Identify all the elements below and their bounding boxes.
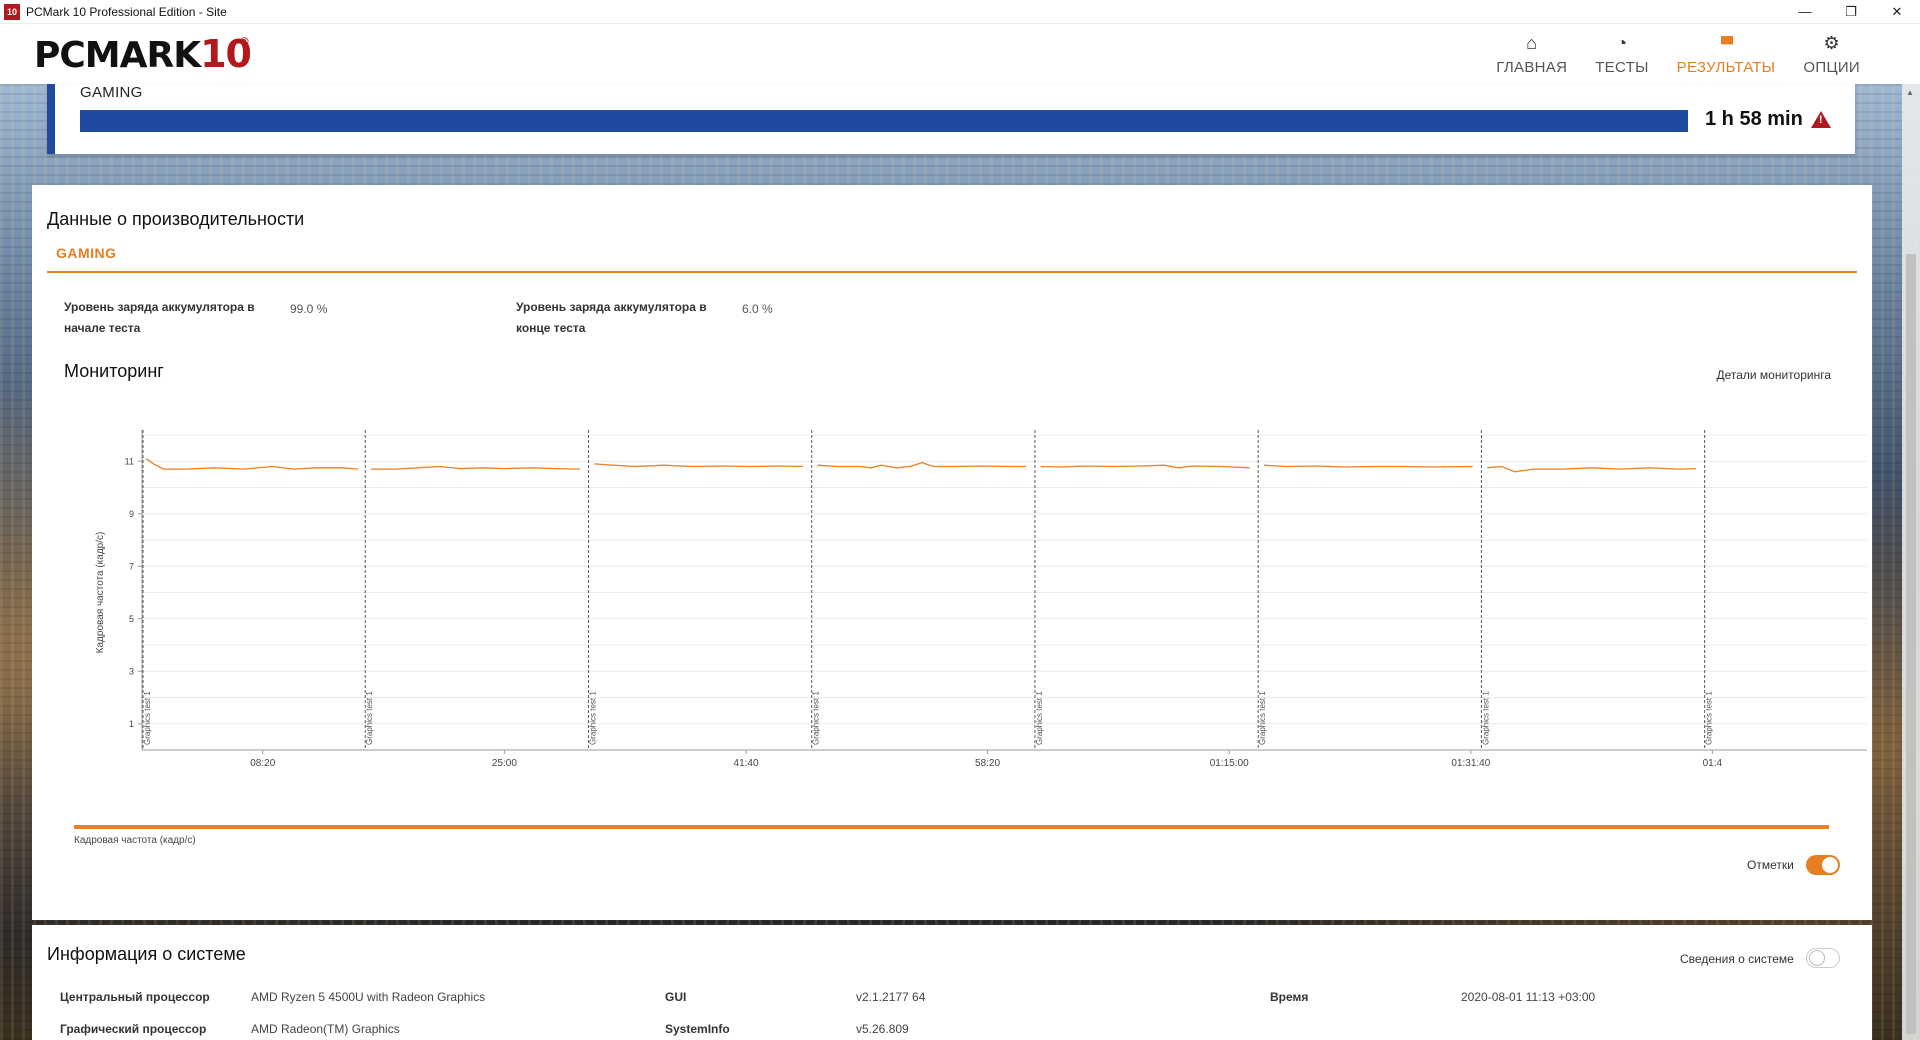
battery-start-label: Уровень заряда аккумулятора в начале тес…	[64, 300, 255, 335]
gaming-score-card: GAMING 1 h 58 min	[47, 84, 1855, 154]
system-details-toggle-label: Сведения о системе	[1680, 952, 1794, 966]
page-scrollbar[interactable]: ▲	[1902, 84, 1920, 1040]
chart-y-tick-label: 5	[129, 614, 134, 624]
pcmark-logo: PCMARK 10 ®	[34, 32, 252, 76]
nav-tests[interactable]: ◔ ТЕСТЫ	[1581, 24, 1662, 84]
performance-panel: Данные о производительности GAMING Урове…	[32, 185, 1872, 920]
chart-segment-marker-label: Graphics test 1	[365, 691, 374, 745]
chart-x-tick-label: 08:20	[250, 758, 275, 769]
chart-series-line	[817, 461, 1027, 469]
legend-series-line[interactable]	[74, 825, 1829, 829]
chart-y-tick-label: 3	[129, 666, 134, 676]
gear-icon: ⚙	[1823, 32, 1840, 53]
chart-x-tick-label: 41:40	[734, 758, 759, 769]
gaming-score-value: 1 h 58 min	[1705, 108, 1803, 130]
warning-icon[interactable]	[1810, 111, 1831, 128]
systeminfo-value: v5.26.809	[856, 1022, 909, 1036]
nav-options-label: ОПЦИИ	[1803, 58, 1860, 76]
time-label: Время	[1270, 990, 1309, 1004]
tab-underline	[47, 271, 1857, 273]
nav-results[interactable]: ▮▮▮ РЕЗУЛЬТАТЫ	[1663, 24, 1790, 84]
chart-y-axis-label: Кадровая частота (кадр/с)	[95, 532, 106, 654]
marks-toggle-label: Отметки	[1747, 858, 1794, 872]
chart-y-tick-label: 7	[129, 561, 134, 571]
close-button[interactable]: ✕	[1891, 3, 1903, 19]
nav-options[interactable]: ⚙ ОПЦИИ	[1789, 24, 1874, 84]
main-nav: ⌂ ГЛАВНАЯ ◔ ТЕСТЫ ▮▮▮ РЕЗУЛЬТАТЫ ⚙ ОПЦИИ	[1482, 24, 1874, 84]
chart-segment-marker-label: Graphics test 1	[588, 691, 597, 745]
chart-x-tick-label: 58:20	[975, 758, 1000, 769]
chart-series-line	[1487, 465, 1696, 473]
chart-series-line	[1040, 464, 1250, 469]
app-icon: 10	[4, 3, 20, 20]
chart-series-line	[594, 463, 804, 468]
chart-segment-marker-label: Graphics test 1	[143, 691, 152, 745]
scrollbar-thumb[interactable]	[1906, 254, 1916, 1034]
cpu-value: AMD Ryzen 5 4500U with Radeon Graphics	[251, 990, 486, 1004]
logo-number: 10	[200, 32, 252, 76]
window-controls: — ❐ ✕	[1782, 0, 1920, 24]
chart-segment-marker-label: Graphics test 1	[812, 691, 821, 745]
chart-segment-marker-label: Graphics test 1	[1481, 691, 1490, 745]
battery-end-label: Уровень заряда аккумулятора в конце тест…	[516, 300, 707, 335]
scroll-up-icon[interactable]: ▲	[1906, 88, 1914, 97]
window-title: PCMark 10 Professional Edition - Site	[26, 4, 227, 19]
gui-label: GUI	[665, 990, 687, 1004]
system-info-title: Информация о системе	[47, 944, 246, 964]
gpu-label: Графический процессор	[60, 1022, 207, 1036]
logo-registered-mark: ®	[239, 35, 250, 48]
chart-x-tick-label: 01:31:40	[1451, 758, 1490, 769]
chart-x-tick-label: 01:15:00	[1210, 758, 1249, 769]
chart-series-line	[1263, 464, 1473, 468]
system-details-toggle[interactable]	[1806, 948, 1840, 968]
chart-series-line	[371, 465, 580, 470]
monitoring-details-link[interactable]: Детали мониторинга	[1716, 368, 1831, 382]
app-header: PCMARK 10 ® ⌂ ГЛАВНАЯ ◔ ТЕСТЫ ▮▮▮ РЕЗУЛЬ…	[0, 24, 1920, 84]
cpu-label: Центральный процессор	[60, 990, 210, 1004]
window-titlebar: 10 PCMark 10 Professional Edition - Site…	[0, 0, 1920, 24]
gui-value: v2.1.2177 64	[856, 990, 926, 1004]
logo-text: PCMARK	[34, 35, 201, 76]
minimize-button[interactable]: —	[1798, 4, 1812, 19]
chart-segment-marker-label: Graphics test 1	[1705, 691, 1714, 745]
tab-gaming[interactable]: GAMING	[56, 245, 117, 261]
gaming-score-bar	[80, 110, 1688, 132]
chart-y-tick-label: 1	[129, 719, 134, 729]
battery-start-value: 99.0 %	[290, 302, 328, 316]
performance-title: Данные о производительности	[47, 209, 305, 229]
marks-toggle-knob	[1822, 857, 1838, 873]
chart-x-tick-label: 01:4	[1703, 758, 1723, 769]
bar-chart-icon: ▮▮▮	[1719, 33, 1734, 46]
nav-tests-label: ТЕСТЫ	[1595, 58, 1649, 76]
system-details-toggle-knob	[1809, 950, 1825, 966]
gauge-icon: ◔	[1616, 32, 1628, 53]
framerate-chart: Graphics test 1 Graphics test 1 Graphics t…	[95, 430, 1867, 769]
nav-results-label: РЕЗУЛЬТАТЫ	[1676, 58, 1776, 76]
chart-series-line	[145, 458, 359, 470]
restore-button[interactable]: ❐	[1845, 3, 1857, 19]
gpu-value: AMD Radeon(TM) Graphics	[251, 1022, 400, 1036]
chart-x-tick-label: 25:00	[492, 758, 517, 769]
chart-segment-marker-label: Graphics test 1	[1258, 691, 1267, 745]
time-value: 2020-08-01 11:13 +03:00	[1461, 990, 1596, 1004]
nav-home[interactable]: ⌂ ГЛАВНАЯ	[1482, 24, 1581, 84]
chart-segment-marker-label: Graphics test 1	[1035, 691, 1044, 745]
gaming-score: 1 h 58 min	[1705, 108, 1831, 131]
marks-toggle[interactable]	[1806, 855, 1840, 875]
home-icon: ⌂	[1526, 32, 1538, 53]
chart-y-tick-label: 11	[125, 456, 134, 466]
system-info-panel: Информация о системе Сведения о системе …	[32, 925, 1872, 1040]
monitoring-title: Мониторинг	[64, 361, 164, 381]
systeminfo-label: SystemInfo	[665, 1022, 730, 1036]
battery-end-value: 6.0 %	[742, 302, 773, 316]
gaming-card-label: GAMING	[80, 84, 143, 101]
legend-series-label: Кадровая частота (кадр/с)	[74, 835, 196, 846]
chart-y-tick-label: 9	[129, 509, 134, 519]
nav-home-label: ГЛАВНАЯ	[1496, 58, 1568, 76]
